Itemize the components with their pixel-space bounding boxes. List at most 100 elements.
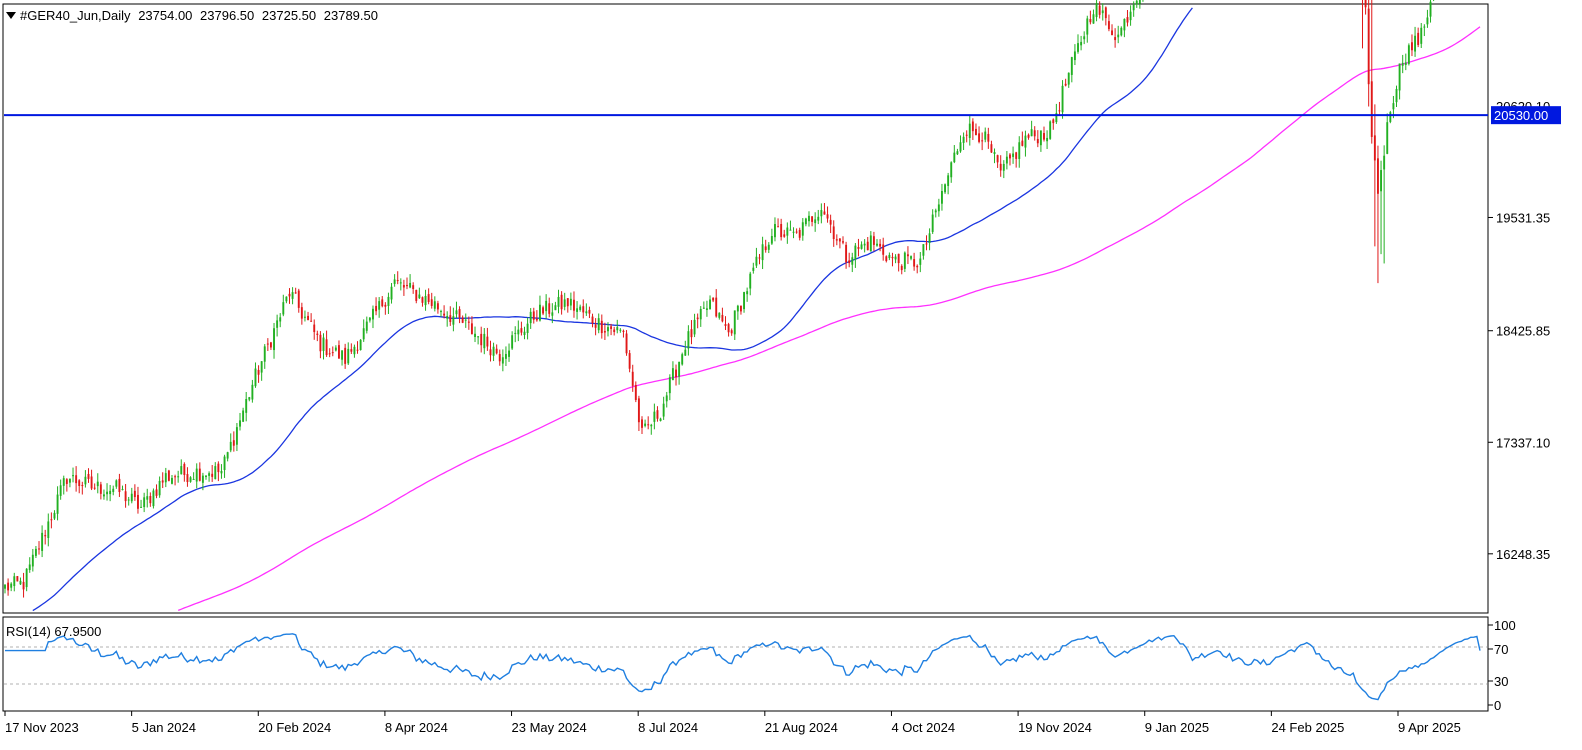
candle-body [662, 403, 665, 417]
candle-body [152, 490, 155, 507]
candle-body [205, 475, 207, 478]
candle-body [526, 323, 529, 334]
candle-body [220, 470, 223, 474]
candle-body [1383, 155, 1386, 170]
candle [152, 488, 155, 509]
candle [319, 331, 322, 359]
candle [223, 454, 226, 478]
candle-body [539, 304, 541, 321]
candle-body [944, 184, 946, 193]
candle-body [65, 479, 68, 484]
candle [474, 326, 476, 343]
candle-body [232, 440, 235, 446]
candle [316, 330, 319, 342]
candle-body [362, 328, 365, 340]
candle [310, 313, 313, 322]
candle-body [164, 473, 167, 483]
candle [1036, 130, 1039, 148]
rsi-line [5, 633, 1481, 701]
candle [1414, 26, 1417, 57]
candle-body [492, 346, 495, 356]
candle [1070, 56, 1073, 83]
candle-body [981, 140, 984, 142]
candle-body [229, 441, 232, 451]
candle-body [1009, 154, 1011, 159]
candle-body [835, 239, 838, 241]
candle [894, 254, 897, 264]
candle [260, 361, 263, 381]
candle [254, 362, 257, 388]
candle [1061, 80, 1064, 119]
candle [712, 297, 715, 303]
candle-body [433, 301, 436, 309]
candle [1132, 1, 1135, 17]
candle [1101, 3, 1104, 21]
candle [112, 485, 115, 496]
candle [365, 316, 368, 334]
candle [1086, 15, 1089, 43]
candle-body [993, 152, 996, 154]
candle-body [693, 319, 696, 335]
candle-body [1039, 130, 1042, 146]
candle-body [1024, 135, 1027, 148]
candle [164, 467, 167, 488]
candle-body [591, 316, 594, 324]
candle-body [356, 349, 359, 351]
candle-body [554, 305, 557, 311]
candle [424, 289, 427, 311]
candle-body [1138, 0, 1141, 4]
candle-body [372, 308, 374, 320]
high-value: 23796.50 [200, 8, 255, 23]
candle [1046, 130, 1049, 150]
candle [845, 241, 848, 269]
candle [551, 303, 554, 324]
candle [1373, 104, 1376, 247]
candle-body [489, 349, 492, 356]
candle-body [430, 299, 433, 306]
candle [811, 216, 814, 227]
candle [443, 305, 446, 319]
candle-body [631, 371, 634, 386]
chart-header: #GER40_Jun,Daily 23754.00 23796.50 23725… [6, 8, 382, 23]
candle [947, 172, 950, 195]
candle-body [177, 476, 180, 478]
candle [78, 479, 81, 494]
candle-body [285, 296, 288, 302]
candle-body [384, 304, 387, 307]
candle [940, 183, 943, 211]
candle [127, 496, 130, 506]
collapse-triangle-icon[interactable] [6, 12, 16, 19]
candle-body [860, 244, 863, 249]
candle [1404, 53, 1407, 71]
price-labels: 23789.5020530.00 [1491, 106, 1561, 125]
candle-body [16, 576, 19, 582]
candle [402, 279, 405, 296]
candle-body [300, 307, 303, 319]
candle [375, 297, 378, 316]
candle [922, 244, 925, 260]
candle [736, 304, 739, 320]
candle-body [644, 423, 647, 426]
candle-body [495, 348, 498, 354]
low-value: 23725.50 [261, 8, 317, 23]
candle-body [659, 418, 662, 421]
candle-body [829, 219, 832, 225]
candle [733, 310, 736, 340]
candle-body [75, 475, 78, 484]
candle [557, 289, 560, 314]
candle [1138, 0, 1141, 9]
candle-body [424, 295, 427, 306]
close-value: 23789.50 [323, 8, 378, 23]
candle [662, 396, 665, 420]
candle [838, 238, 841, 249]
candle-body [758, 257, 761, 259]
candle-body [68, 478, 71, 483]
candle-body [511, 335, 514, 349]
candle [535, 310, 538, 322]
candle-body [1386, 122, 1389, 154]
candle [239, 412, 241, 431]
candle-body [208, 473, 211, 476]
candle-body [999, 163, 1002, 171]
candle [1129, 5, 1132, 26]
candle [962, 132, 965, 150]
